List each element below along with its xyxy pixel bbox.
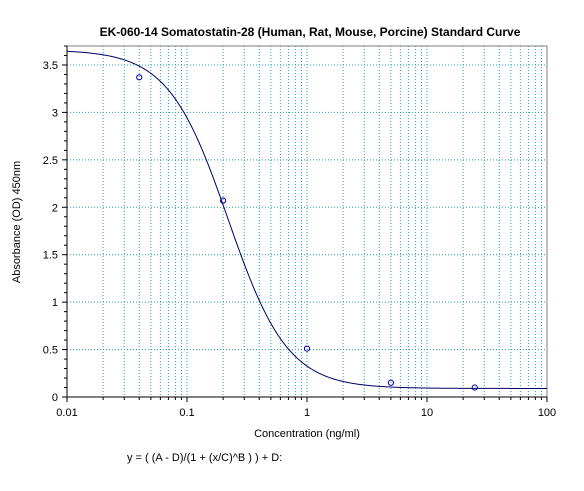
- x-tick-labels: 0.01 0.1 1 10 100: [56, 407, 556, 419]
- data-point: [220, 197, 227, 204]
- y-tick-label: 2.5: [43, 155, 58, 167]
- x-tick-label: 1: [304, 407, 310, 419]
- data-point: [303, 345, 311, 352]
- fit-equation: y = ( (A - D)/(1 + (x/C)^B ) ) + D:: [127, 452, 283, 464]
- axes: [62, 45, 548, 402]
- y-tick-label: 1.5: [43, 250, 58, 262]
- x-tick-label: 0.1: [179, 407, 194, 419]
- y-tick-label: 0: [52, 392, 58, 404]
- plot-area: [66, 45, 548, 398]
- y-tick-label: 2: [52, 202, 58, 214]
- y-axis-label: Absorbance (OD) 450nm: [11, 160, 23, 284]
- y-tick-label: 3: [52, 107, 58, 119]
- x-axis-label: Concentration (ng/ml): [254, 428, 360, 440]
- y-tick-labels: 0 0.5 1 1.5 2 2.5 3 3.5: [43, 60, 58, 404]
- x-tick-label: 0.01: [56, 407, 77, 419]
- fit-curve: [66, 50, 547, 389]
- data-points: [136, 74, 478, 391]
- x-tick-label: 10: [421, 407, 433, 419]
- y-tick-label: 0.5: [43, 345, 58, 357]
- x-tick-label: 100: [538, 407, 556, 419]
- data-point: [136, 74, 143, 81]
- data-point: [471, 384, 478, 391]
- y-tick-label: 3.5: [43, 60, 58, 72]
- chart-title: EK-060-14 Somatostatin-28 (Human, Rat, M…: [99, 25, 521, 39]
- y-tick-label: 1: [52, 297, 58, 309]
- data-point: [387, 379, 394, 386]
- gridlines: [66, 46, 547, 398]
